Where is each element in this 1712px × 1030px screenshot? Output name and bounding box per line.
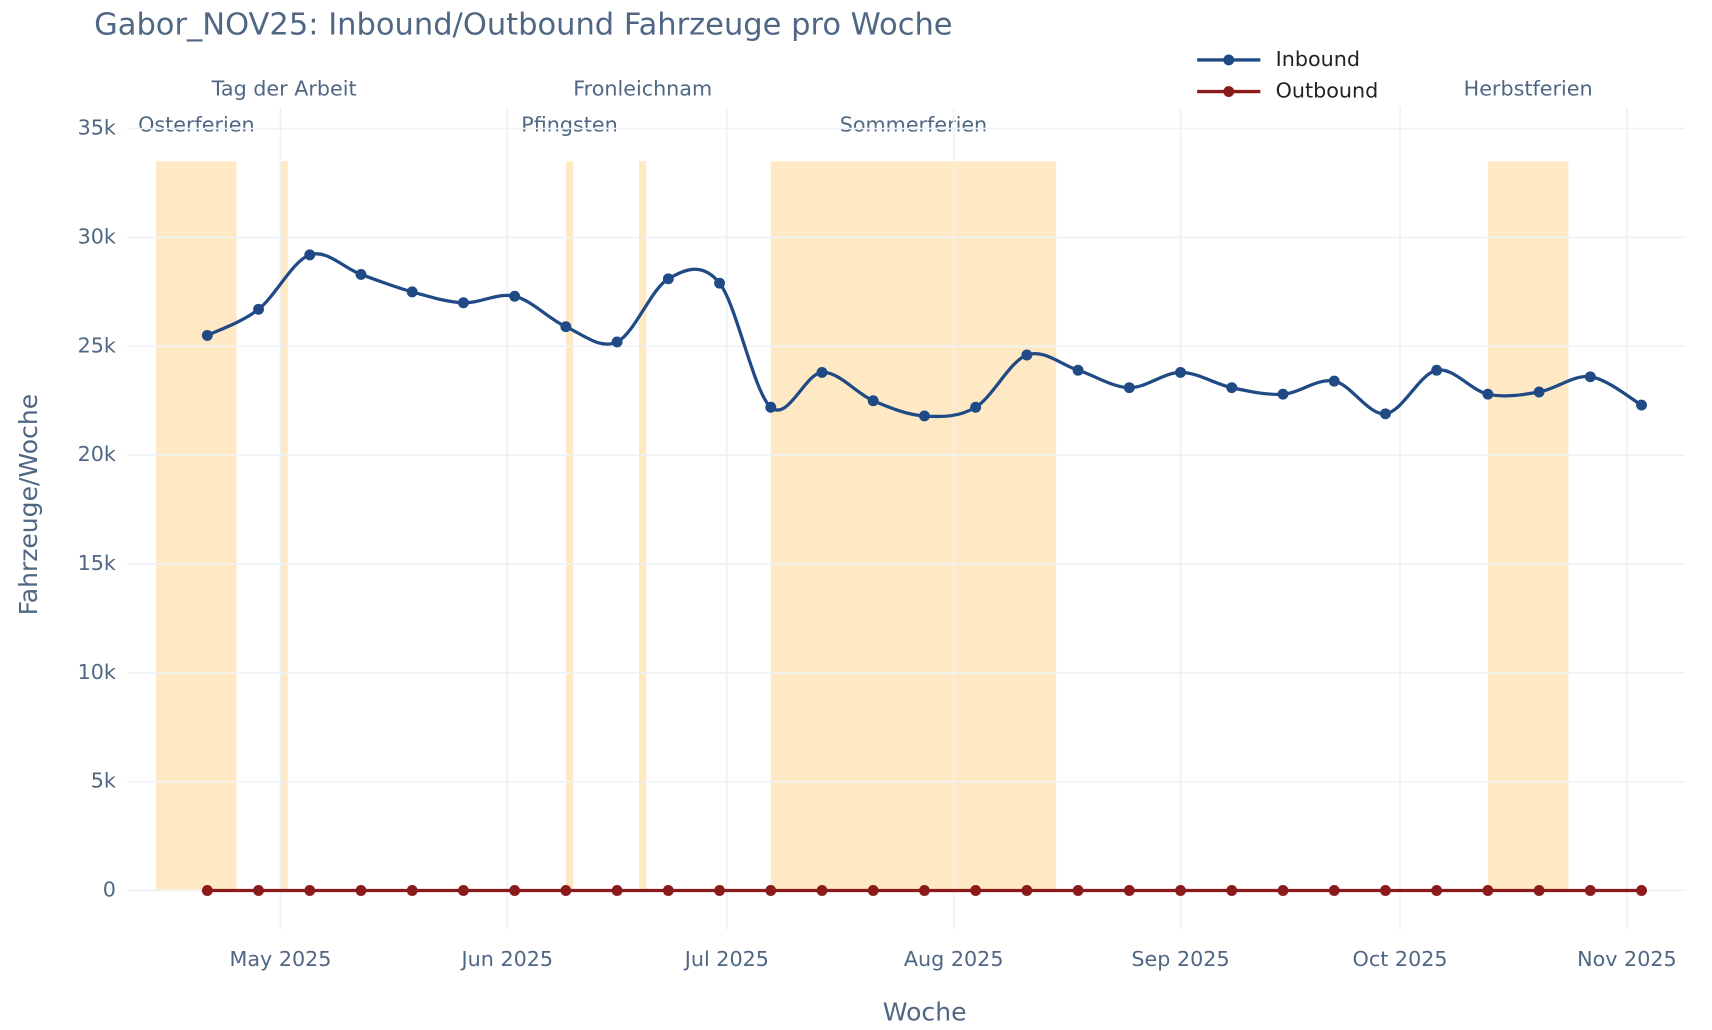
data-point	[970, 885, 982, 896]
period-label: Sommerferien	[840, 112, 987, 136]
period-label: Pfingsten	[521, 112, 617, 136]
y-tick-label: 5k	[91, 769, 116, 793]
x-tick-label: Jul 2025	[683, 947, 769, 971]
data-point	[611, 336, 623, 348]
data-point	[1431, 364, 1443, 376]
legend-item: Outbound	[1197, 79, 1378, 103]
y-tick-label: 10k	[78, 660, 116, 684]
data-point	[765, 885, 777, 896]
data-point	[816, 885, 828, 896]
data-point	[1379, 408, 1391, 420]
data-point	[918, 885, 930, 896]
data-point	[355, 885, 367, 896]
data-point	[714, 885, 725, 896]
data-point	[1123, 885, 1135, 896]
data-point	[1277, 885, 1289, 896]
data-point	[253, 885, 264, 896]
period-label: Fronleichnam	[573, 76, 712, 100]
data-point	[1533, 885, 1545, 896]
x-tick-label: Jun 2025	[460, 947, 554, 971]
data-point	[406, 885, 418, 896]
data-point	[1072, 364, 1084, 376]
legend-marker	[1223, 54, 1235, 66]
data-point	[1482, 885, 1494, 896]
data-point	[1584, 371, 1596, 383]
data-point	[406, 286, 418, 298]
data-point	[560, 885, 572, 896]
data-point	[1482, 388, 1494, 400]
data-point	[509, 885, 521, 896]
legend-item: Inbound	[1197, 47, 1360, 71]
data-point	[1533, 386, 1545, 398]
data-point	[1226, 382, 1238, 394]
data-point	[1636, 399, 1647, 411]
period-band	[280, 161, 288, 891]
y-tick-label: 15k	[78, 551, 116, 575]
y-tick-label: 25k	[78, 333, 116, 357]
x-tick-label: May 2025	[229, 947, 331, 971]
period-band	[639, 161, 647, 891]
data-point	[304, 249, 316, 261]
data-point	[662, 273, 674, 285]
x-tick-label: Nov 2025	[1577, 947, 1677, 971]
data-point	[970, 401, 982, 413]
legend-label: Outbound	[1276, 79, 1379, 103]
data-point	[201, 329, 213, 341]
y-axis-title: Fahrzeuge/Woche	[14, 394, 43, 615]
data-point	[560, 321, 572, 333]
period-label: Herbstferien	[1464, 76, 1593, 100]
x-tick-label: Sep 2025	[1131, 947, 1229, 971]
period-band	[1487, 161, 1569, 891]
legend-marker	[1223, 86, 1235, 98]
data-point	[714, 277, 725, 289]
period-band	[156, 161, 237, 891]
data-point	[867, 395, 879, 407]
data-point	[1636, 885, 1647, 896]
data-point	[867, 885, 879, 896]
data-point	[1175, 885, 1186, 896]
data-point	[1123, 382, 1135, 394]
data-point	[1328, 375, 1340, 387]
data-point	[253, 303, 264, 315]
data-point	[611, 885, 623, 896]
data-point	[662, 885, 674, 896]
data-point	[1328, 885, 1340, 896]
legend-label: Inbound	[1276, 47, 1360, 71]
data-point	[1431, 885, 1443, 896]
y-tick-label: 20k	[78, 442, 116, 466]
period-band	[770, 161, 1057, 891]
data-point	[457, 885, 469, 896]
data-point	[1226, 885, 1238, 896]
chart-title: Gabor_NOV25: Inbound/Outbound Fahrzeuge …	[94, 8, 952, 43]
data-point	[1175, 366, 1186, 378]
x-tick-label: Aug 2025	[904, 947, 1004, 971]
period-label: Tag der Arbeit	[211, 76, 357, 100]
series-line	[206, 252, 1643, 419]
y-tick-label: 0	[103, 877, 116, 901]
x-tick-label: Oct 2025	[1353, 947, 1448, 971]
data-point	[1277, 388, 1289, 400]
data-point	[1072, 885, 1084, 896]
period-label: Osterferien	[138, 112, 255, 136]
data-point	[304, 885, 316, 896]
data-point	[1021, 885, 1033, 896]
y-tick-label: 35k	[78, 116, 116, 140]
period-band	[565, 161, 574, 891]
data-point	[1584, 885, 1596, 896]
y-tick-label: 30k	[78, 224, 116, 248]
data-point	[918, 410, 930, 422]
data-point	[1379, 885, 1391, 896]
data-point	[355, 269, 367, 280]
data-point	[765, 401, 777, 413]
data-point	[509, 290, 521, 302]
data-point	[457, 297, 469, 309]
data-point	[816, 366, 828, 378]
data-point	[1021, 349, 1033, 361]
data-point	[201, 885, 213, 896]
x-axis-title: Woche	[883, 998, 967, 1027]
